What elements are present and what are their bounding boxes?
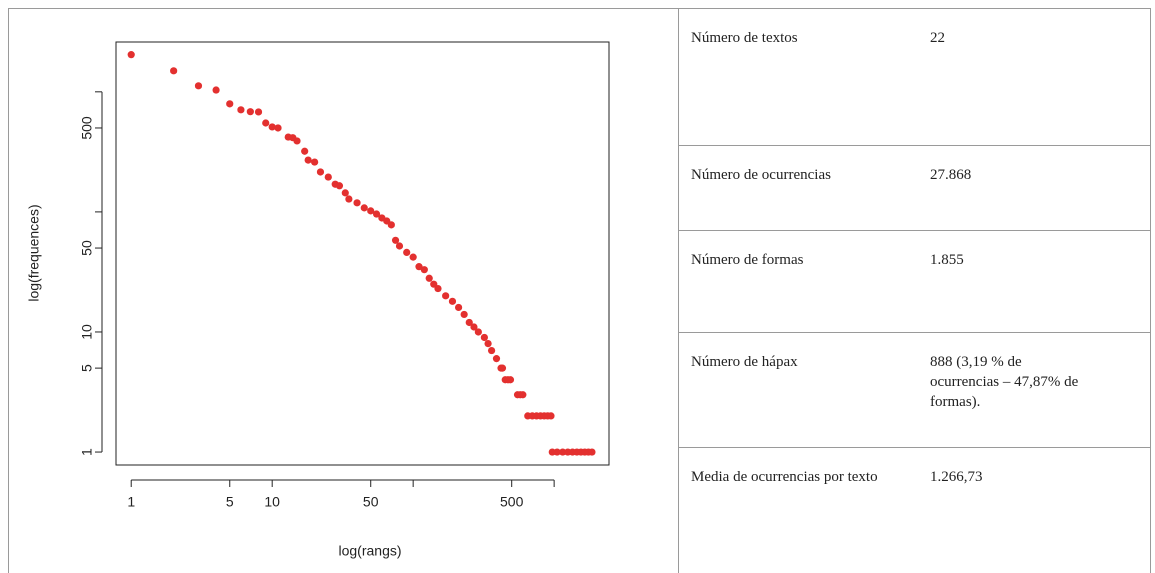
point xyxy=(420,266,428,274)
row-label: Número de formas xyxy=(691,252,804,268)
point xyxy=(454,303,463,312)
x-tick-label: 5 xyxy=(226,494,234,510)
point xyxy=(316,168,325,176)
point xyxy=(194,82,203,90)
point xyxy=(506,376,515,384)
y-tick-label: 10 xyxy=(79,324,95,340)
point xyxy=(415,263,423,271)
point xyxy=(127,51,135,59)
y-tick-label: 5 xyxy=(79,364,95,372)
point xyxy=(484,340,492,348)
point xyxy=(480,333,488,342)
point xyxy=(324,173,332,181)
point xyxy=(492,355,501,363)
point xyxy=(434,284,442,293)
row-separator xyxy=(678,332,1150,333)
row-value: 1.266,73 xyxy=(930,469,983,485)
row-label: Media de ocurrencias por texto xyxy=(691,469,878,485)
point xyxy=(268,123,276,131)
row-separator xyxy=(678,447,1150,448)
row-separator xyxy=(678,145,1150,146)
point xyxy=(442,292,450,300)
point xyxy=(470,323,478,331)
row-separator xyxy=(678,230,1150,231)
y-tick-label: 50 xyxy=(79,240,95,256)
x-tick-label: 10 xyxy=(264,494,280,510)
point xyxy=(246,108,254,116)
point xyxy=(367,207,375,215)
chart: log(rangs) log(frequences) 1 5 10 50 500 1 5 10… xyxy=(26,41,610,559)
point xyxy=(519,391,527,399)
point xyxy=(335,182,344,190)
row-value: 888 (3,19 % de ocurrencias – 47,87% de f… xyxy=(930,354,1079,410)
point xyxy=(588,448,596,456)
table-border xyxy=(8,8,1150,9)
point xyxy=(372,210,381,218)
point xyxy=(360,204,368,212)
x-axis-label: log(rangs) xyxy=(338,543,401,559)
point xyxy=(391,236,400,244)
point xyxy=(387,221,395,229)
y-tick-label: 1 xyxy=(79,448,95,456)
row-value: 22 xyxy=(930,30,945,46)
y-tick-label: 500 xyxy=(79,116,95,140)
point xyxy=(237,106,245,114)
row-value: 27.868 xyxy=(930,167,972,183)
point xyxy=(353,199,361,207)
row-label: Número de ocurrencias xyxy=(691,167,831,183)
point xyxy=(498,364,507,372)
point xyxy=(254,108,263,116)
point xyxy=(425,274,433,282)
point xyxy=(547,412,555,420)
table-border xyxy=(8,8,9,573)
point xyxy=(395,242,404,250)
row-value: 1.855 xyxy=(930,252,964,268)
point xyxy=(262,119,270,127)
point xyxy=(170,67,178,75)
point xyxy=(474,328,482,336)
point xyxy=(487,346,496,355)
row-label: Número de textos xyxy=(691,30,798,46)
point xyxy=(301,147,309,155)
point xyxy=(311,158,319,166)
point xyxy=(465,318,473,327)
table-border xyxy=(1150,8,1151,573)
x-tick-label: 50 xyxy=(363,494,379,510)
point xyxy=(403,248,411,256)
point xyxy=(274,124,282,132)
point xyxy=(304,156,312,164)
point xyxy=(341,189,349,197)
plot-frame xyxy=(115,41,610,466)
point xyxy=(212,86,220,94)
point xyxy=(409,253,417,261)
x-tick-label: 500 xyxy=(500,494,524,510)
point xyxy=(448,297,457,305)
point xyxy=(460,310,468,319)
point xyxy=(293,137,301,145)
point xyxy=(345,195,353,203)
row-label: Número de hápax xyxy=(691,354,798,370)
point xyxy=(559,448,567,456)
table-border xyxy=(678,8,679,573)
y-axis-label: log(frequences) xyxy=(26,204,42,301)
x-tick-label: 1 xyxy=(127,494,135,510)
point xyxy=(226,100,234,108)
point xyxy=(553,448,561,456)
